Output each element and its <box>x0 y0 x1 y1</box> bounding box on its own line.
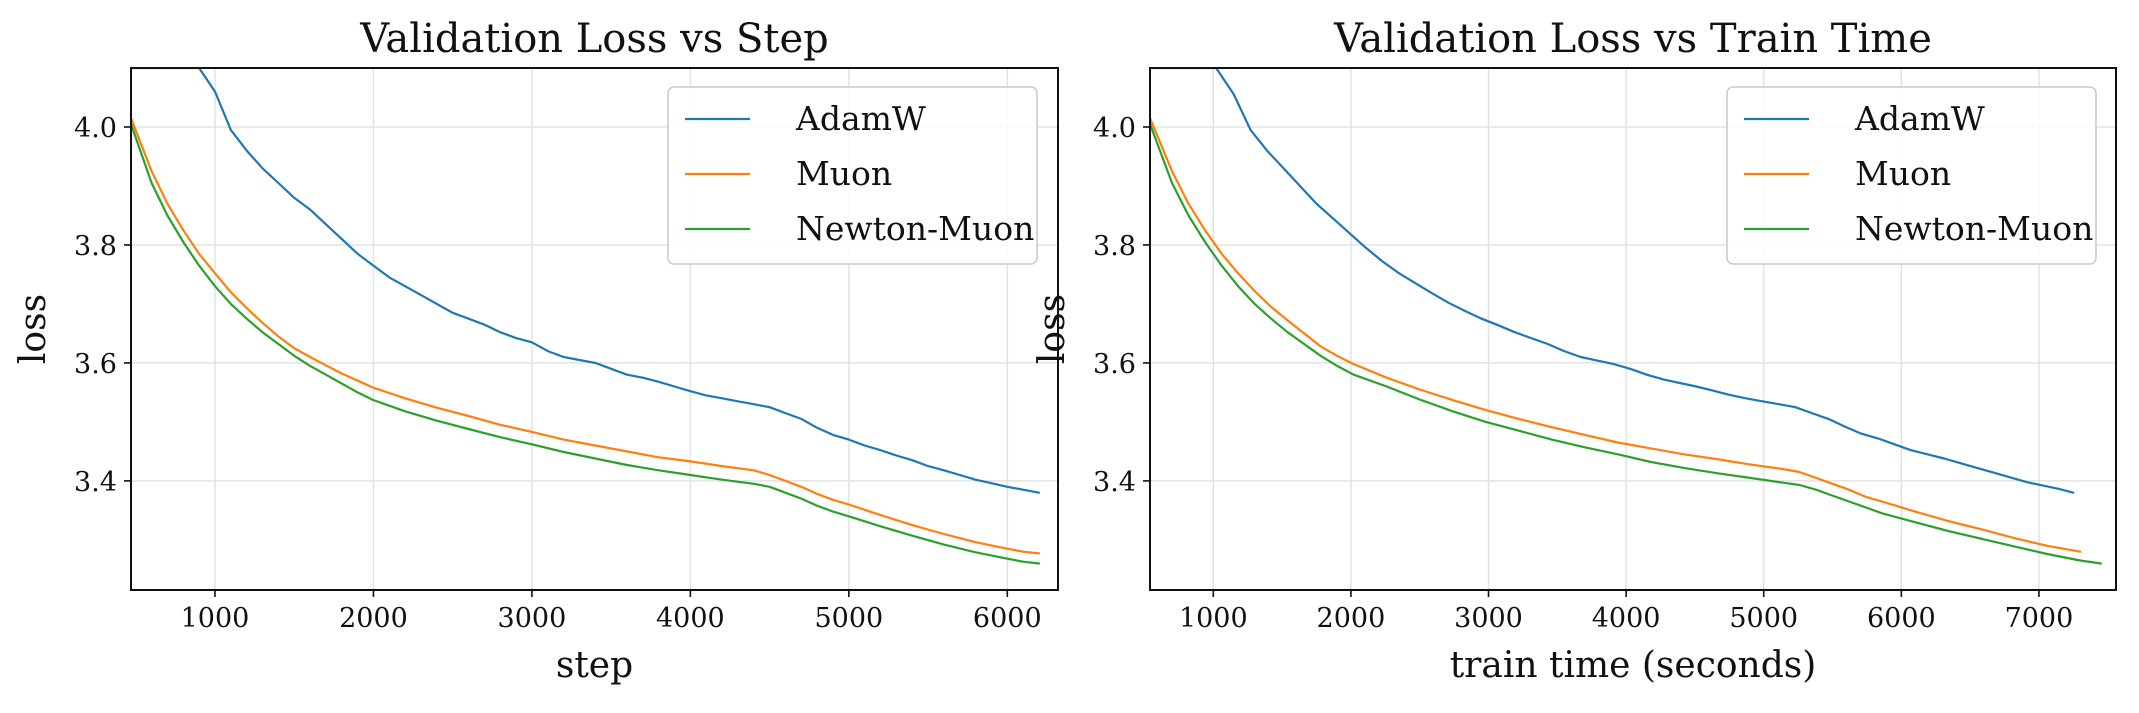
chart-1-legend-label-muon: Muon <box>1855 154 1951 193</box>
loss-vs-train-time-panel: 1000 2000 3000 4000 5000 6000 7000 3.4 3.6 3.8 4.0… <box>1032 16 2117 686</box>
chart-0-x-tick-label-5: 6000 <box>973 603 1042 634</box>
chart-0-y-tick-label-1: 3.6 <box>74 349 117 380</box>
chart-0-series-line-muon <box>131 117 1041 555</box>
chart-0-x-tick-label-4: 5000 <box>814 603 883 634</box>
chart-0-y-axis-label: loss <box>13 294 54 364</box>
chart-0-legend-label-adamw: AdamW <box>795 99 926 138</box>
chart-0-y-tick-label-0: 3.4 <box>74 467 117 498</box>
loss-vs-step-panel: 1000 2000 3000 4000 5000 6000 3.4 3.6 3.8 4.0 Vali… <box>13 16 1059 686</box>
chart-1-x-axis-label: train time (seconds) <box>1450 645 1817 686</box>
chart-0-y-tick-label-2: 3.8 <box>74 231 117 262</box>
chart-1-legend-label-newton-muon: Newton-Muon <box>1855 209 2093 248</box>
chart-0-series-line-newton-muon <box>131 122 1041 565</box>
chart-1-x-tick-label-3: 4000 <box>1592 603 1661 634</box>
chart-1-y-tick-label-1: 3.6 <box>1093 349 1136 380</box>
chart-1-legend-label-adamw: AdamW <box>1854 99 1985 138</box>
chart-0-legend-box <box>667 86 1038 265</box>
chart-0-series-line-adamw <box>131 68 1041 494</box>
chart-0-y-tick-label-3: 4.0 <box>74 113 117 144</box>
chart-1-x-tick-label-4: 5000 <box>1729 603 1798 634</box>
chart-1-x-tick-label-1: 2000 <box>1317 603 1386 634</box>
chart-0-legend: AdamW Muon Newton-Muon <box>667 86 1038 265</box>
chart-1-x-tick-label-2: 3000 <box>1454 603 1523 634</box>
chart-1-y-tick-label-2: 3.8 <box>1093 231 1136 262</box>
chart-1-x-tick-label-5: 6000 <box>1867 603 1936 634</box>
chart-0-x-tick-label-0: 1000 <box>181 603 250 634</box>
chart-0-legend-label-muon: Muon <box>796 154 892 193</box>
chart-0-plot-frame <box>130 67 1059 591</box>
chart-1-y-tick-label-0: 3.4 <box>1093 467 1136 498</box>
chart-0-x-tick-label-3: 4000 <box>656 603 725 634</box>
chart-0-x-tick-label-1: 2000 <box>339 603 408 634</box>
chart-0-title: Validation Loss vs Step <box>359 16 829 62</box>
chart-1-legend: AdamW Muon Newton-Muon <box>1726 86 2097 265</box>
chart-1-series-line-adamw <box>1150 68 2075 494</box>
chart-1-series-line-muon <box>1150 117 2082 553</box>
chart-1-y-tick-label-3: 4.0 <box>1093 113 1136 144</box>
chart-0-legend-label-newton-muon: Newton-Muon <box>796 209 1034 248</box>
chart-1-y-axis-label: loss <box>1032 294 1073 364</box>
chart-1-x-tick-label-6: 7000 <box>2005 603 2074 634</box>
chart-1-legend-box <box>1726 86 2097 265</box>
chart-1-x-tick-label-0: 1000 <box>1179 603 1248 634</box>
chart-1-plot-frame <box>1149 67 2117 591</box>
chart-0-x-tick-label-2: 3000 <box>498 603 567 634</box>
chart-1-title: Validation Loss vs Train Time <box>1333 16 1932 62</box>
chart-0-x-axis-label: step <box>556 645 633 686</box>
chart-1-series-line-newton-muon <box>1150 122 2102 565</box>
